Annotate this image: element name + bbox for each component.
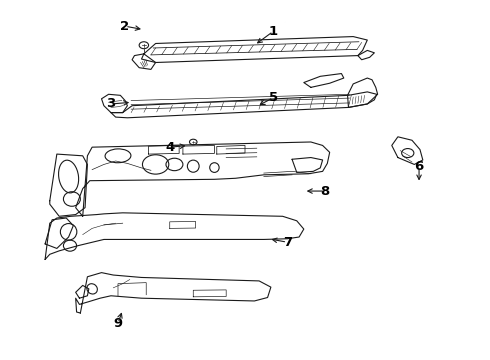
Text: 3: 3: [106, 98, 116, 111]
Text: 5: 5: [269, 91, 278, 104]
Text: 1: 1: [269, 25, 278, 38]
Text: 9: 9: [113, 317, 122, 330]
Text: 2: 2: [121, 20, 130, 33]
Text: 8: 8: [320, 185, 330, 198]
Text: 4: 4: [165, 141, 174, 154]
Text: 7: 7: [283, 236, 292, 249]
Text: 6: 6: [415, 160, 424, 173]
